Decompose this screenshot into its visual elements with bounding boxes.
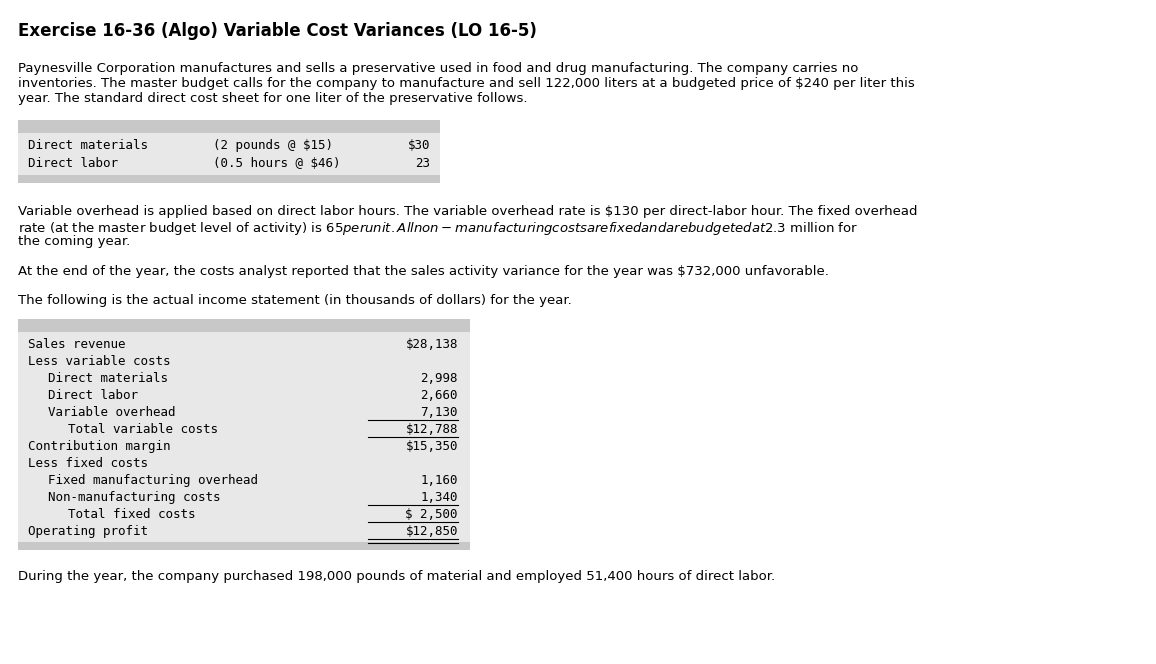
Text: 2,660: 2,660 bbox=[421, 389, 458, 402]
Bar bbox=[18, 133, 440, 175]
Text: (2 pounds @ $15): (2 pounds @ $15) bbox=[213, 139, 333, 152]
Text: 1,160: 1,160 bbox=[421, 474, 458, 487]
Text: $30: $30 bbox=[408, 139, 430, 152]
Text: Variable overhead: Variable overhead bbox=[49, 406, 176, 419]
Text: 23: 23 bbox=[415, 157, 430, 170]
Text: Fixed manufacturing overhead: Fixed manufacturing overhead bbox=[49, 474, 258, 487]
Text: 7,130: 7,130 bbox=[421, 406, 458, 419]
Text: Exercise 16-36 (Algo) Variable Cost Variances (LO 16-5): Exercise 16-36 (Algo) Variable Cost Vari… bbox=[18, 22, 536, 40]
Text: Sales revenue: Sales revenue bbox=[28, 338, 126, 351]
Text: Direct labor: Direct labor bbox=[49, 389, 138, 402]
Text: (0.5 hours @ $46): (0.5 hours @ $46) bbox=[213, 157, 341, 170]
Bar bbox=[18, 542, 470, 550]
Text: Less fixed costs: Less fixed costs bbox=[28, 457, 148, 470]
Bar bbox=[18, 332, 470, 542]
Text: At the end of the year, the costs analyst reported that the sales activity varia: At the end of the year, the costs analys… bbox=[18, 265, 829, 278]
Text: Contribution margin: Contribution margin bbox=[28, 440, 170, 453]
Text: the coming year.: the coming year. bbox=[18, 235, 131, 248]
Text: Less variable costs: Less variable costs bbox=[28, 355, 170, 368]
Text: Direct materials: Direct materials bbox=[28, 139, 148, 152]
Text: $ 2,500: $ 2,500 bbox=[406, 508, 458, 521]
Text: Variable overhead is applied based on direct labor hours. The variable overhead : Variable overhead is applied based on di… bbox=[18, 205, 918, 218]
Bar bbox=[18, 319, 470, 332]
Text: Total variable costs: Total variable costs bbox=[68, 423, 218, 436]
Text: $28,138: $28,138 bbox=[406, 338, 458, 351]
Text: $15,350: $15,350 bbox=[406, 440, 458, 453]
Text: During the year, the company purchased 198,000 pounds of material and employed 5: During the year, the company purchased 1… bbox=[18, 570, 776, 583]
Text: $12,850: $12,850 bbox=[406, 525, 458, 538]
Text: 1,340: 1,340 bbox=[421, 491, 458, 504]
Bar bbox=[18, 120, 440, 133]
Text: rate (at the master budget level of activity) is $65 per unit. All non-manufactu: rate (at the master budget level of acti… bbox=[18, 220, 858, 237]
Text: The following is the actual income statement (in thousands of dollars) for the y: The following is the actual income state… bbox=[18, 294, 572, 307]
Text: Total fixed costs: Total fixed costs bbox=[68, 508, 195, 521]
Text: inventories. The master budget calls for the company to manufacture and sell 122: inventories. The master budget calls for… bbox=[18, 77, 914, 90]
Text: Direct labor: Direct labor bbox=[28, 157, 118, 170]
Text: Operating profit: Operating profit bbox=[28, 525, 148, 538]
Bar bbox=[18, 175, 440, 183]
Text: Direct materials: Direct materials bbox=[49, 372, 168, 385]
Text: Paynesville Corporation manufactures and sells a preservative used in food and d: Paynesville Corporation manufactures and… bbox=[18, 62, 859, 75]
Text: year. The standard direct cost sheet for one liter of the preservative follows.: year. The standard direct cost sheet for… bbox=[18, 92, 527, 105]
Text: $12,788: $12,788 bbox=[406, 423, 458, 436]
Text: Non-manufacturing costs: Non-manufacturing costs bbox=[49, 491, 221, 504]
Text: 2,998: 2,998 bbox=[421, 372, 458, 385]
